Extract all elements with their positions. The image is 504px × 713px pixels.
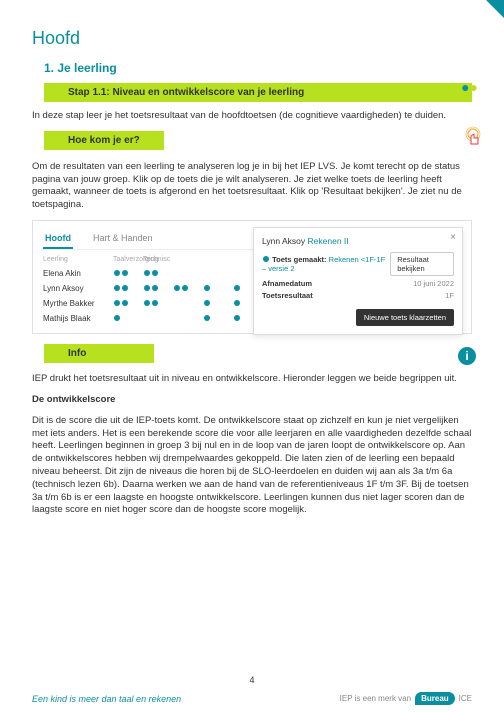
footsteps-icon: ●● — [461, 79, 478, 95]
brand-suffix: ICE — [459, 694, 472, 703]
row-lynn[interactable]: Lynn Aksoy — [43, 284, 113, 293]
row-mathijs[interactable]: Mathijs Blaak — [43, 314, 113, 323]
row-myrthe[interactable]: Myrthe Bakker — [43, 299, 113, 308]
section-heading: 1. Je leerling — [44, 61, 472, 75]
info-bar: Info — [44, 344, 154, 363]
embedded-screenshot: Hoofd Hart & Handen × Lynn Aksoy Rekenen… — [32, 220, 472, 334]
result-popup: × Lynn Aksoy Rekenen II Toets gemaakt: R… — [253, 227, 463, 335]
popup-title: Lynn Aksoy Rekenen II — [262, 236, 454, 246]
info-icon: i — [458, 347, 476, 365]
close-icon[interactable]: × — [450, 232, 456, 243]
pointer-icon — [462, 126, 484, 151]
row-elena[interactable]: Elena Akin — [43, 269, 113, 278]
corner-decoration — [486, 0, 504, 18]
how-text: Om de resultaten van een leerling te ana… — [32, 161, 472, 212]
dev-text: Dit is de score die uit de IEP-toets kom… — [32, 415, 472, 518]
col-tech: Technisc — [143, 256, 173, 263]
popup-score-value: 1F — [445, 291, 454, 300]
popup-date-value: 10 juni 2022 — [413, 279, 454, 288]
popup-student: Lynn Aksoy — [262, 236, 305, 246]
tab-hart-handen[interactable]: Hart & Handen — [91, 229, 155, 249]
popup-subject[interactable]: Rekenen II — [308, 236, 349, 246]
col-taal: Taalverzorging — [113, 256, 143, 263]
view-result-button[interactable]: Resultaat bekijken — [390, 252, 454, 276]
tab-hoofd[interactable]: Hoofd — [43, 229, 73, 249]
dev-heading: De ontwikkelscore — [32, 394, 472, 407]
popup-date-label: Afnamedatum — [262, 279, 312, 288]
status-dot-icon — [263, 256, 269, 262]
info-intro: IEP drukt het toetsresultaat uit in nive… — [32, 373, 472, 386]
page-title: Hoofd — [32, 28, 472, 49]
how-bar-label: Hoe kom je er? — [68, 135, 140, 146]
popup-score-label: Toetsresultaat — [262, 291, 313, 300]
info-bar-label: Info — [68, 348, 86, 359]
col-leerling: Leerling — [43, 256, 113, 263]
brand-logo: Bureau — [415, 692, 455, 705]
popup-made-label: Toets gemaakt: — [272, 255, 326, 264]
brand-footer: IEP is een merk van Bureau ICE — [340, 692, 472, 705]
tagline: Een kind is meer dan taal en rekenen — [32, 694, 181, 704]
new-test-button[interactable]: Nieuwe toets klaarzetten — [356, 309, 454, 326]
how-bar: Hoe kom je er? — [44, 131, 164, 150]
step-bar: Stap 1.1: Niveau en ontwikkelscore van j… — [44, 83, 472, 102]
intro-text: In deze stap leer je het toetsresultaat … — [32, 110, 472, 123]
step-bar-label: Stap 1.1: Niveau en ontwikkelscore van j… — [68, 87, 304, 98]
page-number: 4 — [249, 675, 254, 685]
brand-pre: IEP is een merk van — [340, 694, 411, 703]
